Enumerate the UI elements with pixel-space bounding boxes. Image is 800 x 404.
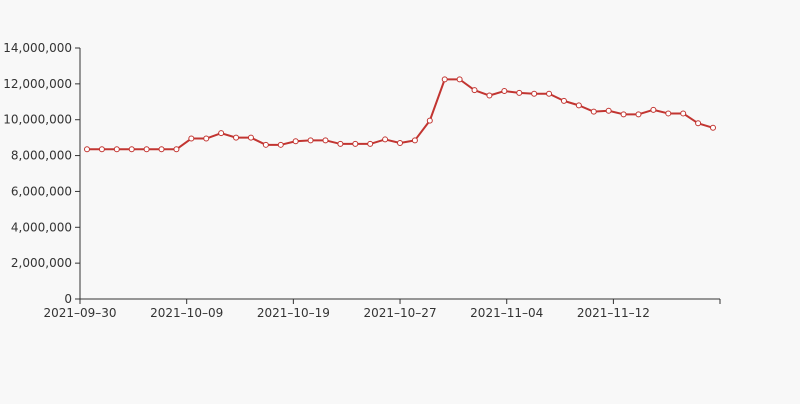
data-point xyxy=(128,146,135,153)
x-tick-label: 2021–09–30 xyxy=(43,306,116,320)
data-point xyxy=(680,110,687,117)
data-point xyxy=(426,117,433,124)
data-point xyxy=(501,88,508,95)
data-point xyxy=(143,146,150,153)
x-axis: 2021–09–30 2021–10–09 2021–10–19 2021–10–27… xyxy=(43,298,721,320)
y-tick-label: 2,000,000 xyxy=(11,256,72,270)
data-point xyxy=(471,87,478,94)
data-point xyxy=(203,135,210,142)
data-point xyxy=(665,110,672,117)
series-layer xyxy=(84,76,716,153)
data-point xyxy=(277,141,284,148)
data-point xyxy=(352,140,359,147)
x-tick-label: 2021–10–19 xyxy=(257,306,330,320)
data-point xyxy=(575,102,582,109)
data-point xyxy=(546,90,553,97)
y-tick-label: 8,000,000 xyxy=(11,149,72,163)
x-tick-label: 2021–11–04 xyxy=(470,306,543,320)
data-point xyxy=(605,107,612,114)
data-point xyxy=(84,146,90,153)
data-point xyxy=(710,124,716,131)
data-point xyxy=(620,111,627,118)
data-point xyxy=(173,146,180,153)
data-point xyxy=(188,135,195,142)
y-tick-label: 12,000,000 xyxy=(3,77,72,91)
data-point xyxy=(113,146,120,153)
data-point xyxy=(516,89,523,96)
y-tick-label: 14,000,000 xyxy=(3,41,72,55)
data-point xyxy=(441,76,448,83)
data-point xyxy=(486,92,493,99)
x-tick-label: 2021–10–09 xyxy=(150,306,223,320)
data-point xyxy=(367,140,374,147)
data-point xyxy=(247,134,254,141)
y-tick-label: 6,000,000 xyxy=(11,184,72,198)
y-tick-label: 4,000,000 xyxy=(11,220,72,234)
y-tick-label: 0 xyxy=(64,292,72,306)
data-point xyxy=(695,120,702,127)
data-point xyxy=(456,76,463,83)
x-tick-label: 2021–11–12 xyxy=(577,306,650,320)
data-point xyxy=(262,141,269,148)
data-point xyxy=(218,130,225,137)
data-point xyxy=(635,111,642,118)
data-point xyxy=(322,137,329,144)
data-point xyxy=(98,146,105,153)
data-point xyxy=(233,134,240,141)
data-point xyxy=(292,138,299,145)
data-point xyxy=(650,106,657,113)
data-point xyxy=(560,97,567,104)
data-point xyxy=(382,136,389,143)
data-point xyxy=(397,140,403,147)
data-point xyxy=(158,146,165,153)
series-line xyxy=(87,78,714,151)
x-tick-label: 2021–10–27 xyxy=(364,306,437,320)
data-point xyxy=(590,108,597,115)
data-point xyxy=(411,137,418,144)
data-point xyxy=(337,140,344,147)
y-axis: 0 2,000,000 4,000,000 6,000,000 8,000,000 10,… xyxy=(3,41,81,306)
data-point xyxy=(307,137,314,144)
data-point xyxy=(531,90,538,97)
y-tick-label: 10,000,000 xyxy=(3,113,72,127)
